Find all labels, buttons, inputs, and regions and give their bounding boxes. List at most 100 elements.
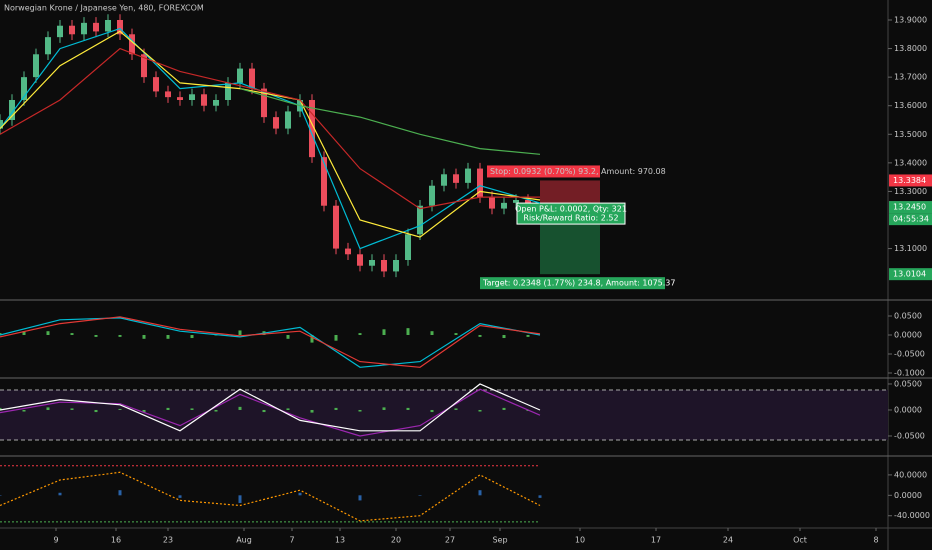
candle-body — [0, 120, 3, 129]
histogram-bar — [334, 334, 338, 341]
candle-body — [69, 25, 75, 35]
histogram-bar — [22, 331, 26, 335]
price-marker-label: 13.3384 — [893, 176, 926, 185]
candle-body — [21, 77, 27, 100]
candle-body — [249, 68, 255, 89]
y-tick-label: 13.8000 — [894, 44, 927, 53]
line — [0, 383, 541, 432]
y-tick-label: 0.0000 — [894, 330, 922, 339]
histogram-bar — [166, 334, 170, 339]
candle-body — [285, 111, 291, 129]
stop-label-box — [487, 165, 600, 178]
line — [239, 88, 541, 155]
candle-body — [405, 234, 411, 260]
y-tick-label: 0.0000 — [894, 491, 922, 500]
candle-body — [429, 185, 435, 206]
histogram-bar — [118, 408, 122, 410]
histogram-bar — [0, 495, 2, 496]
target-label-box — [480, 277, 665, 290]
candle-body — [237, 68, 243, 83]
x-tick-label: 8 — [873, 536, 878, 545]
candle-body — [273, 117, 279, 129]
histogram-bar — [358, 409, 362, 412]
histogram-bar — [430, 331, 434, 335]
y-tick-label: 0.0500 — [894, 311, 922, 320]
x-tick-label: Oct — [793, 536, 807, 545]
histogram-bar — [70, 408, 74, 410]
histogram-bar — [22, 409, 26, 412]
candle-body — [501, 202, 507, 209]
chart-title: Norwegian Krone / Japanese Yen, 480, FOR… — [4, 4, 204, 13]
histogram-bar — [178, 495, 182, 498]
x-tick-label: 23 — [163, 536, 173, 545]
candle-body — [441, 174, 447, 186]
candle-body — [381, 260, 387, 272]
candle-body — [129, 34, 135, 55]
histogram-bar — [142, 334, 146, 339]
histogram-bar — [58, 492, 62, 496]
candle-body — [309, 100, 315, 158]
x-tick-label: 7 — [289, 536, 294, 545]
candle-body — [9, 100, 15, 120]
histogram-bar — [0, 333, 2, 335]
histogram-bar — [286, 408, 290, 410]
candle-body — [45, 37, 51, 55]
candle-body — [393, 260, 399, 272]
histogram-bar — [478, 334, 482, 337]
histogram-bar — [190, 408, 194, 410]
candle-body — [477, 168, 483, 198]
candle-body — [369, 260, 375, 266]
y-tick-label: 13.7000 — [894, 73, 927, 82]
histogram-bar — [238, 495, 242, 503]
x-tick-label: 17 — [651, 536, 661, 545]
histogram-bar — [382, 407, 386, 410]
histogram-bar — [478, 409, 482, 412]
y-tick-label: 13.4000 — [894, 158, 927, 167]
y-tick-label: 13.1000 — [894, 244, 927, 253]
histogram-bar — [358, 333, 362, 335]
band — [0, 389, 888, 440]
candle-body — [465, 168, 471, 183]
price-marker-label: 13.2450 — [893, 203, 926, 212]
price-marker — [889, 268, 932, 281]
histogram-bar — [406, 328, 410, 335]
candle-body — [165, 91, 171, 98]
histogram-bar — [382, 329, 386, 335]
ratio-label: Risk/Reward Ratio: 2.52 — [523, 214, 618, 223]
countdown-box — [889, 213, 932, 226]
histogram-bar — [214, 409, 218, 412]
histogram-bar — [478, 490, 482, 496]
candle-body — [105, 20, 111, 32]
histogram-bar — [262, 409, 266, 413]
candle-body — [513, 200, 519, 203]
stop-label: Stop: 0.0932 (0.70%) 93.2, Amount: 970.0… — [490, 167, 666, 176]
y-tick-label: 0.0500 — [894, 379, 922, 388]
x-tick-label: 16 — [111, 536, 121, 545]
y-tick-label: 0.0000 — [894, 405, 922, 414]
pnl-label: Open P&L: 0.0002, Qty: 321 — [515, 205, 627, 214]
x-tick-label: 10 — [575, 536, 585, 545]
histogram-bar — [0, 407, 2, 410]
histogram-bar — [238, 330, 242, 335]
y-tick-label: 13.5000 — [894, 130, 927, 139]
histogram-bar — [118, 490, 122, 496]
candle-body — [213, 100, 219, 106]
histogram-bar — [454, 408, 458, 410]
line — [0, 317, 541, 368]
histogram-bar — [502, 334, 506, 339]
line — [0, 30, 541, 238]
line — [0, 471, 541, 522]
histogram-bar — [286, 334, 290, 339]
histogram-bar — [334, 407, 338, 410]
x-tick-label: 9 — [53, 536, 58, 545]
price-marker-label: 13.0104 — [893, 270, 926, 279]
candle-body — [33, 54, 39, 78]
histogram-bar — [418, 495, 422, 496]
candle-body — [225, 82, 231, 100]
candle-body — [57, 25, 63, 38]
x-tick-label: 24 — [723, 536, 733, 545]
y-tick-label: 13.6000 — [894, 101, 927, 110]
histogram-bar — [406, 407, 410, 410]
candle-body — [261, 88, 267, 118]
